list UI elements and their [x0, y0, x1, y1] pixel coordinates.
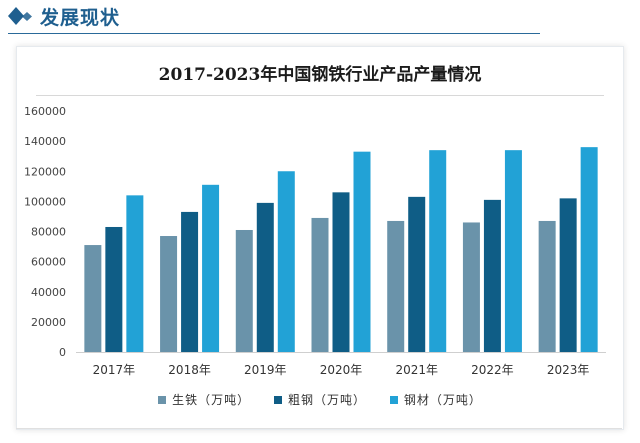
title-divider: [36, 95, 604, 96]
bar-steel-products: [277, 171, 295, 352]
y-tick-label: 140000: [24, 135, 66, 148]
bar-pig-iron: [235, 229, 253, 352]
bar-crude-steel: [483, 199, 501, 352]
y-tick-label: 40000: [31, 286, 66, 299]
x-tick-label: 2018年: [168, 363, 211, 377]
bar-crude-steel: [105, 226, 123, 352]
y-tick-label: 100000: [24, 195, 66, 208]
bar-steel-products: [580, 147, 598, 352]
bar-pig-iron: [538, 220, 556, 352]
y-tick-label: 160000: [24, 105, 66, 118]
chart-legend: 生铁（万吨） 粗钢（万吨） 钢材（万吨）: [0, 391, 640, 408]
bar-crude-steel: [256, 202, 274, 352]
bar-steel-products: [353, 151, 371, 352]
bar-pig-iron: [462, 222, 480, 352]
legend-item-pig-iron: 生铁（万吨）: [158, 391, 250, 408]
chart-title: 2017-2023年中国钢铁行业产品产量情况: [158, 65, 482, 85]
x-tick-label: 2021年: [395, 363, 438, 377]
diamond-icon: [8, 7, 32, 25]
bar-pig-iron: [160, 236, 178, 352]
header-divider: [8, 33, 540, 34]
bar-pig-iron: [84, 245, 102, 352]
section-title: 发展现状: [40, 7, 121, 29]
legend-swatch-crude-steel: [273, 396, 282, 404]
x-tick-label: 2022年: [471, 363, 514, 377]
card-bottom-edge: [16, 428, 622, 429]
legend-swatch-pig-iron: [158, 396, 167, 404]
legend-label-crude-steel: 粗钢（万吨）: [287, 393, 366, 407]
bar-steel-products: [202, 184, 220, 352]
x-tick-label: 2017年: [93, 363, 136, 377]
x-tick-label: 2023年: [547, 363, 590, 377]
section-header: 发展现状: [0, 0, 640, 34]
y-tick-label: 0: [59, 346, 66, 359]
bar-pig-iron: [387, 220, 405, 352]
legend-item-crude-steel: 粗钢（万吨）: [273, 391, 366, 408]
bar-crude-steel: [408, 196, 426, 352]
y-tick-label: 60000: [31, 256, 66, 269]
bar-steel-products: [504, 150, 522, 352]
bar-crude-steel: [181, 211, 199, 352]
legend-label-steel-products: 钢材（万吨）: [403, 393, 482, 407]
y-tick-label: 120000: [24, 165, 66, 178]
legend-label-pig-iron: 生铁（万吨）: [172, 393, 251, 407]
x-tick-label: 2019年: [244, 363, 287, 377]
y-tick-label: 20000: [31, 316, 66, 329]
bar-steel-products: [429, 150, 447, 352]
bar-steel-products: [126, 195, 144, 352]
legend-item-steel-products: 钢材（万吨）: [389, 391, 482, 408]
x-tick-label: 2020年: [320, 363, 363, 377]
bar-crude-steel: [332, 192, 350, 352]
bar-crude-steel: [559, 198, 577, 352]
legend-swatch-steel-products: [389, 396, 398, 404]
y-tick-label: 80000: [31, 226, 66, 239]
bar-pig-iron: [311, 217, 329, 352]
